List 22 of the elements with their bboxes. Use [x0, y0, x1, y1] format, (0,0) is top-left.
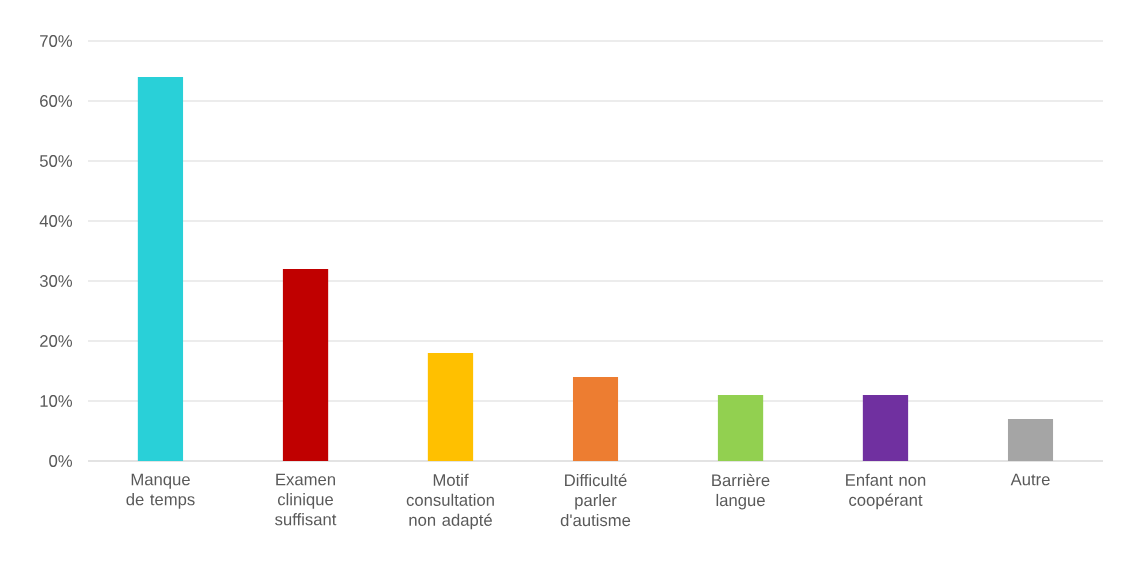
y-tick-label: 60%	[40, 95, 73, 107]
x-tick-label: Autre	[1010, 473, 1050, 486]
x-tick-label: Manque de temps	[126, 473, 195, 509]
bar	[427, 353, 474, 461]
y-tick-label: 40%	[39, 215, 73, 227]
x-tick-label: Enfant non coopérant	[846, 473, 926, 510]
x-tick-label: Motif consultation non adapté	[406, 473, 494, 530]
bar	[282, 269, 329, 461]
y-tick-label: 50%	[39, 155, 73, 167]
x-tick-label: Difficulté parler d'autisme	[560, 473, 631, 527]
y-tick-label: 10%	[40, 395, 73, 407]
x-tick-label: Barrière langue	[712, 473, 770, 510]
y-tick-label: 20%	[40, 335, 73, 347]
bar	[862, 395, 909, 461]
x-tick-label: Examen clinique suffisant	[275, 473, 337, 526]
y-tick-label: 30%	[39, 275, 73, 287]
bar	[137, 77, 184, 461]
y-tick-label: 70%	[40, 35, 73, 47]
bar	[572, 377, 619, 461]
y-tick-label: 0%	[49, 455, 73, 467]
bar	[717, 395, 764, 461]
bar	[1007, 419, 1054, 461]
